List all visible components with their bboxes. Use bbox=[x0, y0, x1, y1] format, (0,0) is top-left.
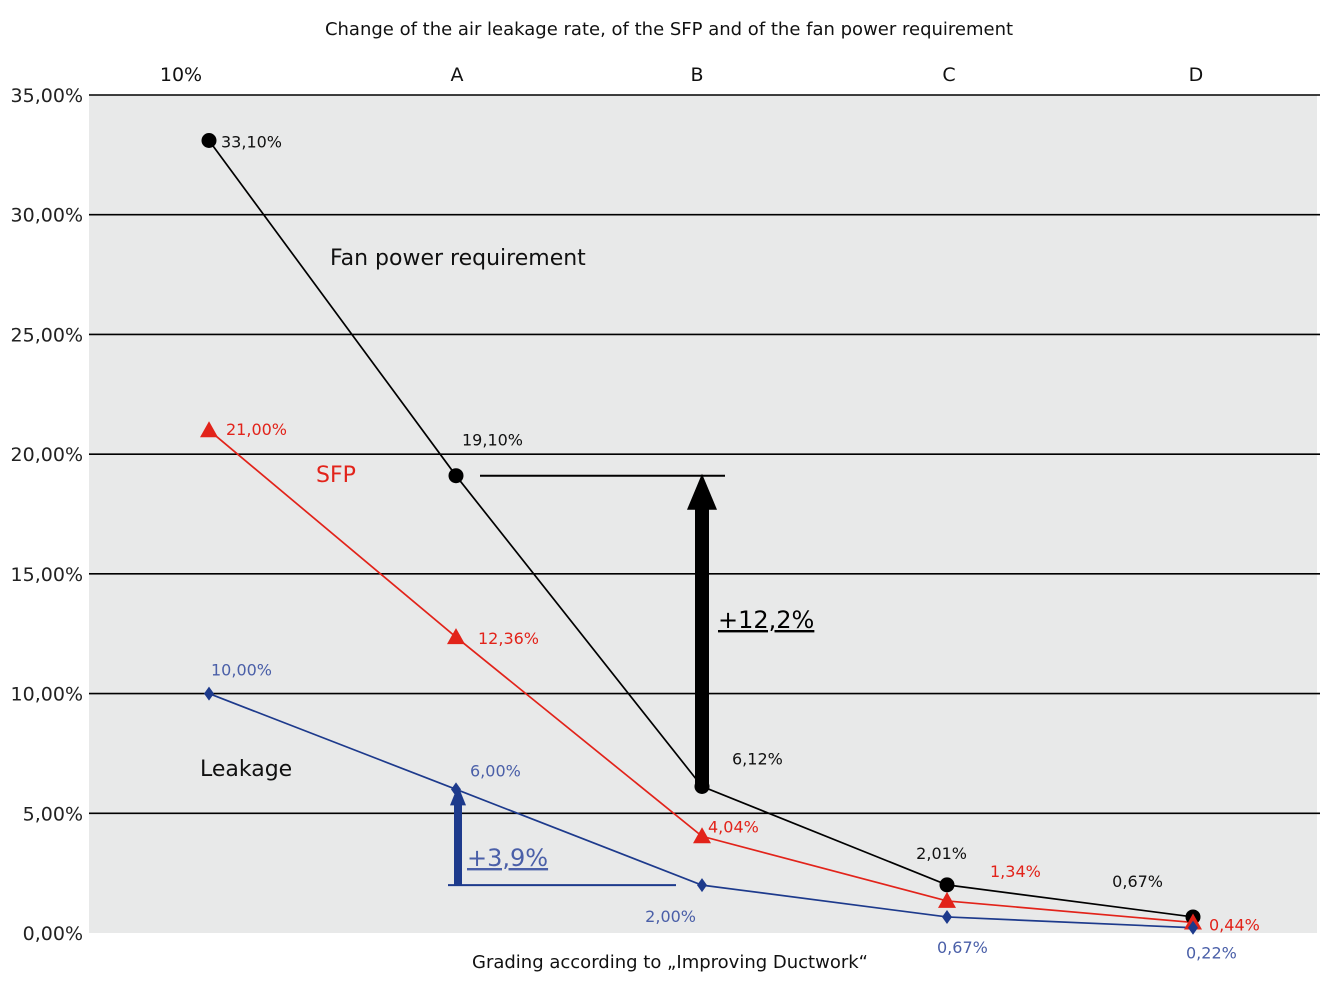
sfp-marker bbox=[447, 628, 465, 645]
sfp-data-label: 12,36% bbox=[478, 629, 539, 648]
fan-data-label: 0,67% bbox=[1112, 872, 1163, 891]
leak-data-label: 0,67% bbox=[937, 938, 988, 957]
y-tick-label: 15,00% bbox=[11, 564, 83, 586]
x-axis-category-labels: 10% A B C D bbox=[160, 64, 1203, 86]
leak-data-label: 2,00% bbox=[645, 907, 696, 926]
y-tick-label: 35,00% bbox=[11, 85, 83, 107]
leak-data-label: 10,00% bbox=[211, 661, 272, 680]
y-tick-label: 10,00% bbox=[11, 684, 83, 706]
fan-difference-arrow-shaft bbox=[695, 507, 709, 787]
x-category-label: C bbox=[942, 64, 955, 86]
sfp-marker bbox=[200, 421, 218, 438]
leakage-marker bbox=[1188, 920, 1198, 935]
series-name-labels: Fan power requirement SFP Leakage bbox=[200, 246, 586, 782]
fan-marker bbox=[939, 877, 955, 893]
leak-data-label: 6,00% bbox=[470, 761, 521, 780]
sfp-marker bbox=[693, 827, 711, 844]
x-category-label: 10% bbox=[160, 64, 202, 86]
x-axis-title: Grading according to „Improving Ductwork… bbox=[472, 952, 868, 973]
x-category-label: A bbox=[451, 64, 464, 86]
fan-marker bbox=[694, 778, 710, 794]
leakage-marker bbox=[942, 909, 952, 924]
fan-data-label: 2,01% bbox=[916, 844, 967, 863]
leakage-marker bbox=[204, 686, 214, 701]
sfp-marker bbox=[938, 891, 956, 908]
x-category-label: B bbox=[690, 64, 703, 86]
y-tick-label: 0,00% bbox=[23, 923, 83, 945]
difference-arrows bbox=[450, 473, 717, 886]
sfp-data-label: 0,44% bbox=[1209, 915, 1260, 934]
fan-data-label: 19,10% bbox=[462, 431, 523, 450]
annotation-reference-lines bbox=[448, 474, 725, 887]
sfp-series-name: SFP bbox=[316, 463, 356, 488]
leakage-series-name: Leakage bbox=[200, 757, 292, 782]
fan-data-label: 6,12% bbox=[732, 749, 783, 768]
sfp-data-label: 4,04% bbox=[708, 817, 759, 836]
series-markers bbox=[200, 132, 1202, 935]
data-labels: 33,10% 19,10% 6,12% 2,01% 0,67% 21,00% 12,36% 4… bbox=[211, 132, 1260, 962]
y-tick-label: 25,00% bbox=[11, 324, 83, 346]
fan-series-name: Fan power requirement bbox=[330, 246, 586, 271]
annotation-labels: +12,2% +3,9% bbox=[467, 606, 814, 872]
leakage-marker bbox=[697, 878, 707, 893]
y-axis-tick-labels: 0,00% 5,00% 10,00% 15,00% 20,00% 25,00% 30,00%… bbox=[11, 85, 83, 945]
leak-data-label: 0,22% bbox=[1186, 944, 1237, 963]
leakage-difference-arrow-head bbox=[450, 785, 466, 806]
chart-title: Change of the air leakage rate, of the S… bbox=[325, 19, 1013, 40]
fan-marker bbox=[448, 468, 464, 484]
sfp-data-label: 1,34% bbox=[990, 862, 1041, 881]
fan-marker bbox=[201, 132, 217, 148]
fan-difference-arrow-head bbox=[687, 473, 717, 510]
y-tick-label: 30,00% bbox=[11, 205, 83, 227]
leakage-difference-arrow-shaft bbox=[454, 803, 462, 886]
x-category-label: D bbox=[1189, 64, 1204, 86]
leakage-increase-label: +3,9% bbox=[467, 844, 548, 872]
fan-data-label: 33,10% bbox=[221, 132, 282, 151]
sfp-data-label: 21,00% bbox=[226, 420, 287, 439]
leakage-marker bbox=[451, 782, 461, 797]
y-tick-label: 5,00% bbox=[23, 803, 83, 825]
fan-increase-label: +12,2% bbox=[718, 606, 814, 634]
y-tick-label: 20,00% bbox=[11, 444, 83, 466]
